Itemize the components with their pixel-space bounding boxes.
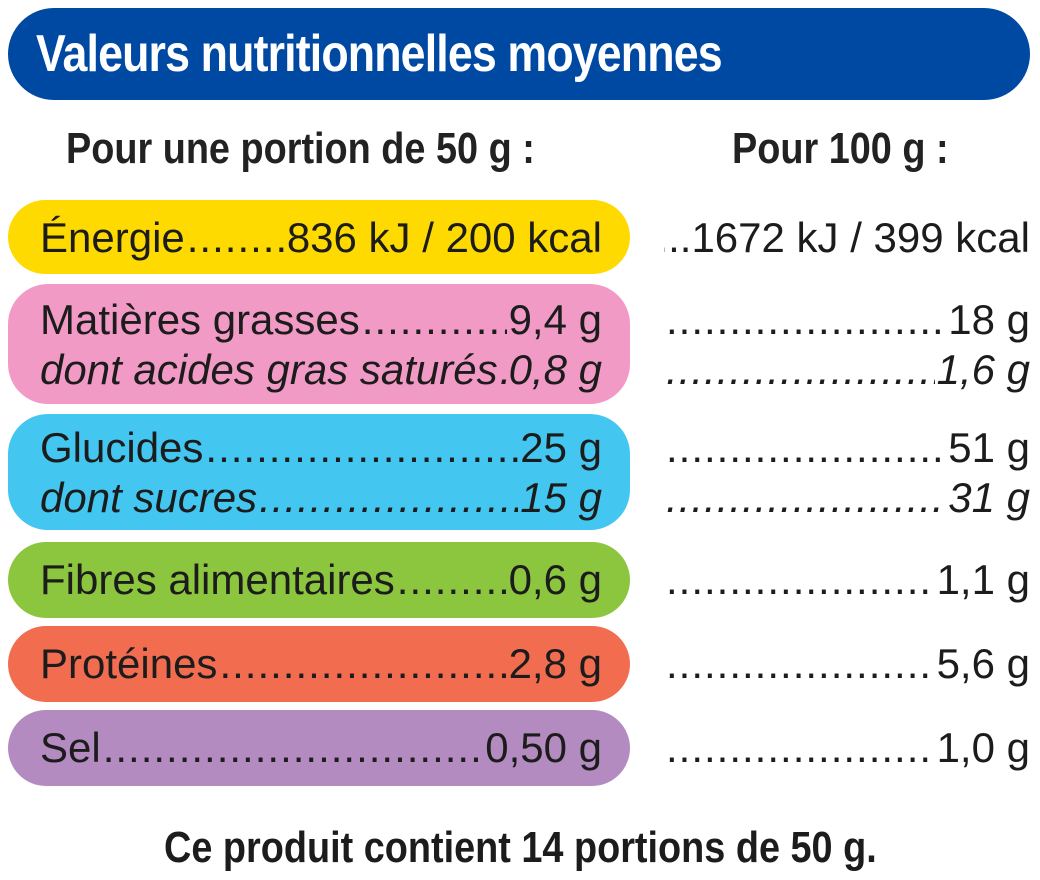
fibres-pill	[8, 542, 630, 618]
leader-dots	[666, 346, 935, 394]
fibres-label: Fibres alimentaires	[40, 556, 395, 603]
energie-label: Énergie	[40, 214, 185, 261]
glucides-label: Glucides	[40, 424, 204, 471]
title-banner: Valeurs nutritionnelles moyennes	[8, 8, 1030, 100]
leader-dots	[666, 424, 946, 472]
matieres-grasses-pill	[8, 284, 630, 404]
energie-row: Énergie 836 kJ / 200 kcal	[40, 214, 602, 262]
matieres-grasses-per100-row: 18 g	[664, 296, 1030, 344]
satures-portion-value: 0,8 g	[508, 346, 602, 393]
leader-dots	[666, 724, 935, 772]
satures-per100-row: 1,6 g	[664, 346, 1030, 394]
sel-per100-value: 1,0 g	[936, 724, 1030, 771]
proteines-label: Protéines	[40, 640, 218, 687]
portions-note: Ce produit contient 14 portions de 50 g.	[163, 823, 877, 872]
sel-label: Sel	[40, 724, 101, 771]
leader-dots	[500, 346, 507, 394]
glucides-portion-value: 25 g	[520, 424, 602, 471]
leader-dots	[219, 640, 506, 688]
fibres-row: Fibres alimentaires 0,6 g	[40, 556, 602, 604]
glucides-per100-row: 51 g	[664, 424, 1030, 472]
energie-portion-value: 836 kJ / 200 kcal	[286, 214, 602, 261]
energie-per100-row: ...1672 kJ / 399 kcal	[664, 214, 1030, 262]
matieres-grasses-portion-value: 9,4 g	[508, 296, 602, 343]
matieres-grasses-label: Matières grasses	[40, 296, 360, 343]
sel-per100-row: 1,0 g	[664, 724, 1030, 772]
leader-dots	[397, 556, 507, 604]
page-title: Valeurs nutritionnelles moyennes	[36, 25, 723, 83]
leader-dots	[666, 640, 935, 688]
portion-column-header: Pour une portion de 50 g :	[66, 124, 535, 173]
sucres-per100-row: 31 g	[664, 474, 1030, 522]
proteines-row: Protéines 2,8 g	[40, 640, 602, 688]
satures-per100-value: 1,6 g	[936, 346, 1030, 393]
leader-dots	[666, 474, 946, 522]
per100-column-header: Pour 100 g :	[732, 124, 949, 173]
sucres-per100-value: 31 g	[948, 474, 1030, 521]
fibres-per100-row: 1,1 g	[664, 556, 1030, 604]
leader-dots	[362, 296, 507, 344]
matieres-grasses-per100-value: 18 g	[948, 296, 1030, 343]
leader-dots	[666, 296, 946, 344]
sucres-row: dont sucres 15 g	[40, 474, 602, 522]
sucres-portion-value: 15 g	[520, 474, 602, 521]
proteines-portion-value: 2,8 g	[508, 640, 602, 687]
glucides-per100-value: 51 g	[948, 424, 1030, 471]
fibres-per100-value: 1,1 g	[936, 556, 1030, 603]
satures-label: dont acides gras saturés	[40, 346, 498, 393]
glucides-row: Glucides 25 g	[40, 424, 602, 472]
sucres-label: dont sucres	[40, 474, 258, 521]
matieres-grasses-row: Matières grasses 9,4 g	[40, 296, 602, 344]
satures-row: dont acides gras saturés 0,8 g	[40, 346, 602, 394]
proteines-per100-value: 5,6 g	[936, 640, 1030, 687]
leader-dots	[205, 424, 518, 472]
leader-dots	[259, 474, 518, 522]
leader-dots	[187, 214, 285, 262]
sel-portion-value: 0,50 g	[485, 724, 602, 771]
leader-dots	[666, 556, 935, 604]
footer: Ce produit contient 14 portions de 50 g.	[0, 818, 1040, 878]
energie-per100-value: ...1672 kJ / 399 kcal	[664, 214, 1030, 261]
sel-row: Sel 0,50 g	[40, 724, 602, 772]
proteines-per100-row: 5,6 g	[664, 640, 1030, 688]
fibres-portion-value: 0,6 g	[508, 556, 602, 603]
energie-pill	[8, 200, 630, 274]
leader-dots	[103, 724, 484, 772]
